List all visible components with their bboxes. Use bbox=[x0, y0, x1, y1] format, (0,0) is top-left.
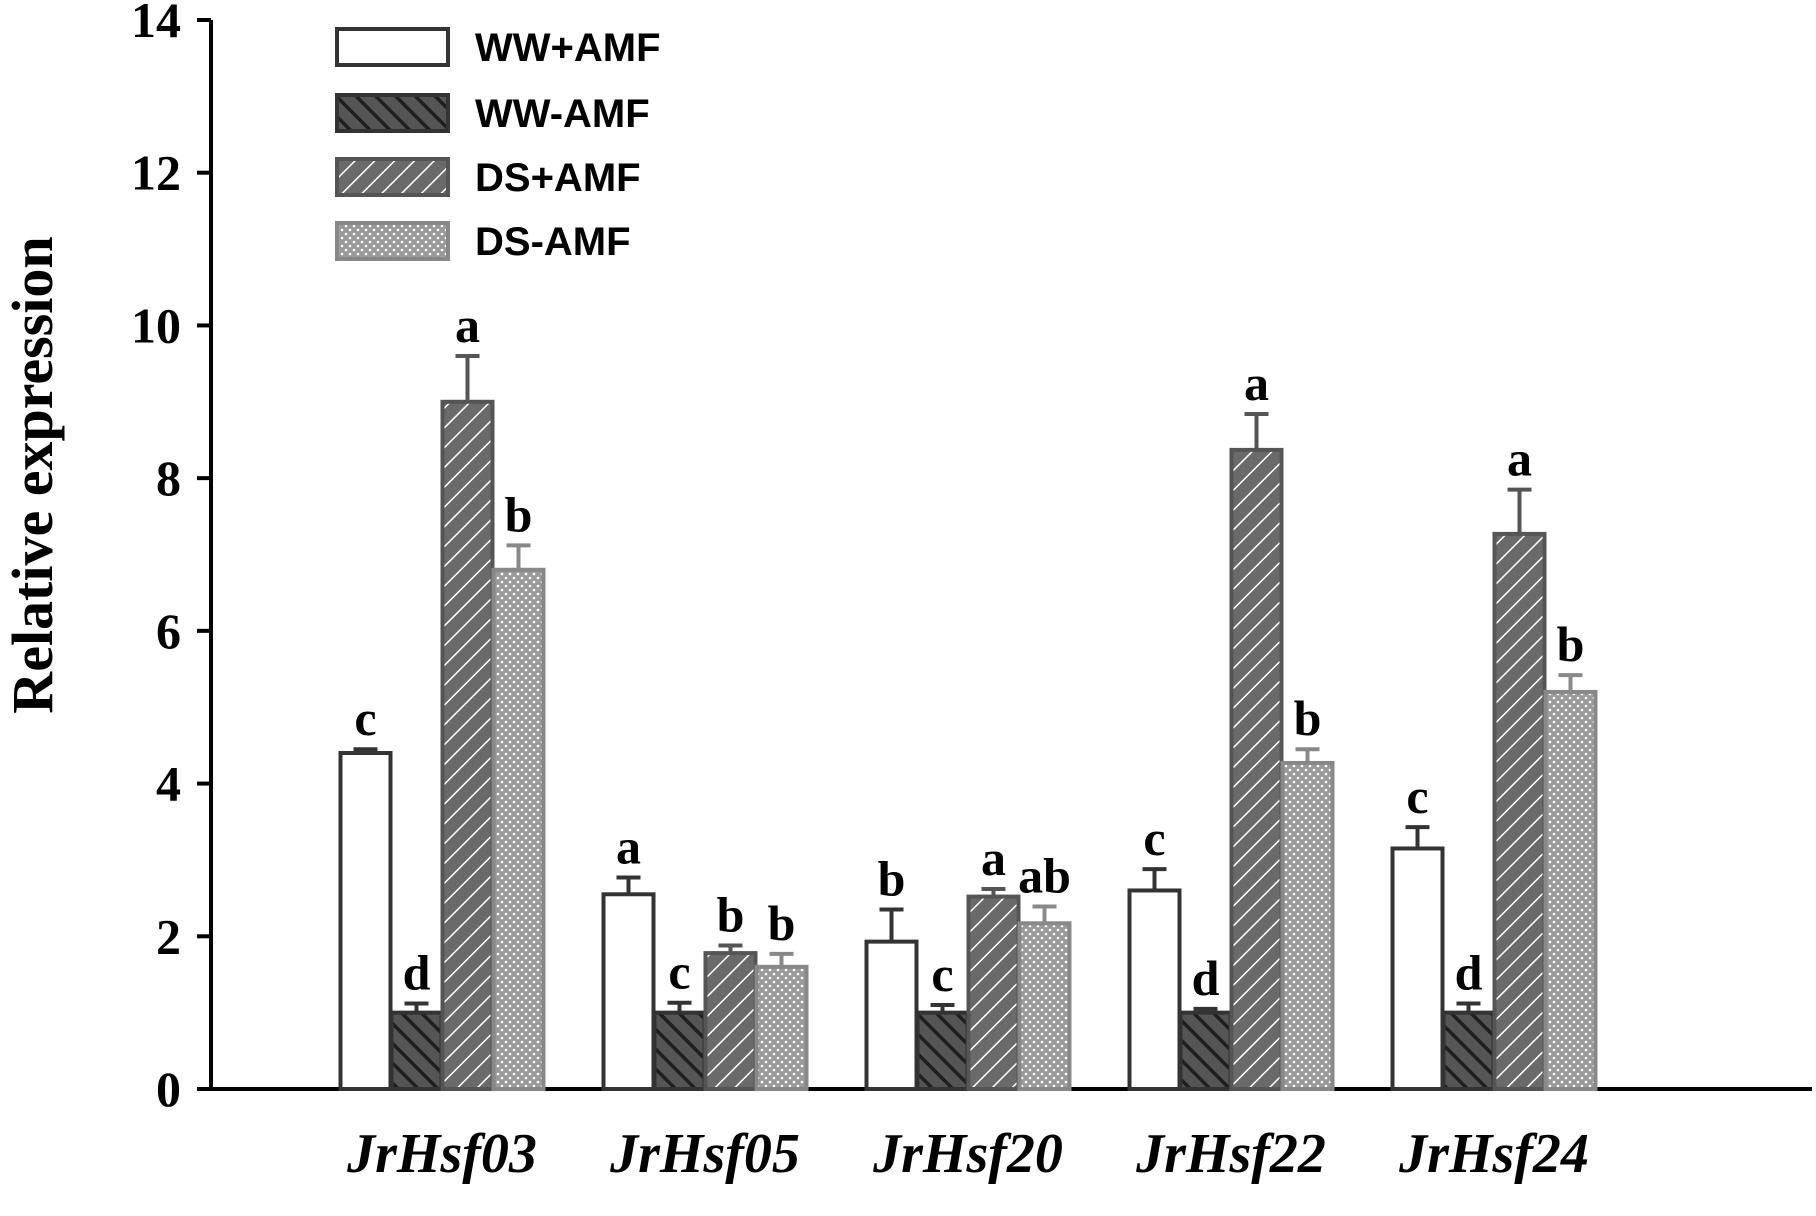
x-tick-label: JrHsf24 bbox=[1398, 1123, 1589, 1185]
bar-WW-AMF-JrHsf05 bbox=[652, 1010, 707, 1092]
significance-label: c bbox=[1406, 768, 1428, 824]
bar-DS-AMF-JrHsf03 bbox=[491, 567, 546, 1091]
legend-label: WW-AMF bbox=[475, 92, 650, 136]
significance-label: c bbox=[668, 944, 690, 1000]
bar-WW-AMF-JrHsf03 bbox=[389, 1010, 444, 1092]
significance-label: ab bbox=[1018, 848, 1071, 904]
bar-group-JrHsf22: c d a b bbox=[1127, 355, 1335, 1092]
legend-item: WW+AMF bbox=[335, 26, 661, 70]
bar-group-JrHsf24: c d a b bbox=[1390, 431, 1598, 1092]
bar-group-JrHsf05: acb b bbox=[601, 818, 809, 1092]
legend-item: DS-AMF bbox=[335, 220, 631, 264]
legend-swatch bbox=[335, 27, 450, 67]
significance-label: b bbox=[717, 886, 745, 942]
bar-DS-AMF-JrHsf24 bbox=[1543, 689, 1598, 1091]
x-tick-label: JrHsf05 bbox=[609, 1123, 800, 1185]
significance-label: c bbox=[931, 946, 953, 1002]
bar-WW+AMF-JrHsf20 bbox=[864, 939, 919, 1092]
legend-swatch bbox=[335, 221, 450, 261]
significance-label: a bbox=[1507, 431, 1532, 487]
bar-WW+AMF-JrHsf24 bbox=[1390, 846, 1445, 1091]
y-tick-label: 8 bbox=[156, 450, 181, 506]
significance-label: d bbox=[1192, 950, 1220, 1006]
legend: WW+AMF WW-AMF DS+AMF DS-AMF bbox=[335, 26, 661, 264]
legend-swatch bbox=[335, 93, 450, 133]
bar-WW-AMF-JrHsf22 bbox=[1178, 1010, 1233, 1092]
legend-label: WW+AMF bbox=[475, 26, 661, 70]
y-tick-label: 2 bbox=[156, 908, 181, 964]
bar-WW+AMF-JrHsf22 bbox=[1127, 888, 1182, 1091]
bar-DS+AMF-JrHsf05 bbox=[703, 951, 758, 1091]
legend-item: DS+AMF bbox=[335, 156, 641, 200]
bar-WW-AMF-JrHsf24 bbox=[1441, 1010, 1496, 1092]
significance-label: a bbox=[1244, 355, 1269, 411]
significance-label: b bbox=[1294, 690, 1322, 746]
bar-WW-AMF-JrHsf20 bbox=[915, 1010, 970, 1092]
significance-label: d bbox=[1455, 944, 1483, 1000]
y-tick-label: 10 bbox=[131, 297, 181, 353]
significance-label: d bbox=[403, 944, 431, 1000]
x-tick-label: JrHsf20 bbox=[872, 1123, 1063, 1185]
significance-label: b bbox=[878, 851, 906, 907]
bar-group-JrHsf20: bc a ab bbox=[864, 830, 1072, 1092]
bar-DS-AMF-JrHsf20 bbox=[1017, 921, 1072, 1091]
significance-label: c bbox=[354, 690, 376, 746]
bar-DS-AMF-JrHsf05 bbox=[754, 964, 809, 1091]
bar-DS+AMF-JrHsf24 bbox=[1492, 531, 1547, 1091]
bar-DS-AMF-JrHsf22 bbox=[1280, 760, 1335, 1092]
significance-label: b bbox=[768, 895, 796, 951]
x-tick-label: JrHsf22 bbox=[1135, 1123, 1326, 1185]
x-axis-tick-labels: JrHsf03 JrHsf05 JrHsf20 JrHsf22 JrHsf24 bbox=[346, 1123, 1589, 1185]
significance-label: c bbox=[1143, 810, 1165, 866]
legend-swatch bbox=[335, 157, 450, 197]
significance-label: a bbox=[981, 830, 1006, 886]
significance-label: b bbox=[505, 486, 533, 542]
bar-WW+AMF-JrHsf03 bbox=[338, 751, 393, 1091]
x-tick-label: JrHsf03 bbox=[346, 1123, 537, 1185]
y-tick-label: 4 bbox=[156, 756, 181, 812]
bar-WW+AMF-JrHsf05 bbox=[601, 892, 656, 1092]
legend-item: WW-AMF bbox=[335, 92, 650, 136]
significance-label: b bbox=[1557, 616, 1585, 672]
y-axis-ticks: 0 2 4 6 8 10 12 14 bbox=[131, 0, 211, 1117]
bar-DS+AMF-JrHsf20 bbox=[966, 894, 1021, 1092]
y-axis-title: Relative expression bbox=[0, 236, 65, 713]
legend-label: DS+AMF bbox=[475, 156, 641, 200]
bar-DS+AMF-JrHsf22 bbox=[1229, 447, 1284, 1092]
y-tick-label: 12 bbox=[131, 145, 181, 201]
y-tick-label: 6 bbox=[156, 603, 181, 659]
bar-DS+AMF-JrHsf03 bbox=[440, 399, 495, 1091]
bar-group-JrHsf03: c d a b bbox=[338, 297, 546, 1092]
legend-label: DS-AMF bbox=[475, 220, 631, 264]
y-tick-label: 0 bbox=[156, 1061, 181, 1117]
significance-label: a bbox=[616, 818, 641, 874]
significance-label: a bbox=[455, 297, 480, 353]
y-tick-label: 14 bbox=[131, 0, 181, 48]
